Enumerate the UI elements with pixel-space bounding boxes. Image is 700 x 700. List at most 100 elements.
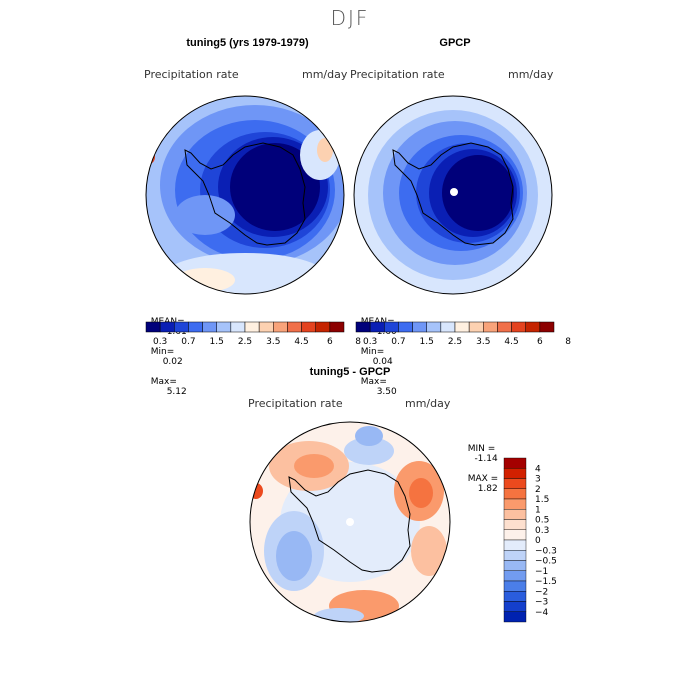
colorbar-swatch: [511, 321, 526, 333]
colorbar-tick-label: −4: [535, 608, 549, 618]
variable-label-obs: Precipitation rate: [350, 68, 445, 81]
colorbar-swatch: [503, 478, 527, 489]
colorbar-swatch: [468, 321, 484, 333]
colorbar-tick-label: −0.5: [535, 557, 557, 567]
colorbar-swatch: [503, 580, 527, 592]
colorbar-swatch: [426, 321, 442, 333]
diff-max-value: 1.82: [477, 484, 498, 494]
colorbar-swatch: [525, 321, 541, 333]
panel-title-model: tuning5 (yrs 1979-1979): [186, 37, 309, 49]
colorbar-swatch: [202, 321, 217, 333]
colorbar-tick-label: 0.3: [535, 526, 549, 536]
colorbar-tick-label: 1.5: [535, 495, 549, 505]
colorbar-swatch: [503, 611, 527, 623]
colorbar-tick-label: −3: [535, 598, 548, 608]
colorbar-swatch: [145, 321, 161, 333]
colorbar-tick-label: 1: [535, 505, 541, 515]
max-value: 5.12: [166, 387, 187, 397]
colorbar-swatch: [503, 498, 527, 510]
colorbar-tick-label: 1.5: [210, 337, 224, 347]
colorbar-swatch: [503, 570, 527, 582]
colorbar-swatch: [159, 321, 175, 333]
colorbar-tick-label: 4.5: [294, 337, 308, 347]
colorbar-swatch: [355, 321, 371, 333]
colorbar-tick-label: 3: [535, 475, 541, 485]
colorbar-swatch: [503, 509, 527, 520]
colorbar-swatch: [301, 321, 316, 333]
colorbar-tick-label: 0.5: [535, 516, 549, 526]
colorbar-tick-label: 3.5: [266, 337, 280, 347]
colorbar-tick-label: 0.7: [181, 337, 195, 347]
colorbar-swatch: [174, 321, 189, 333]
max-label: Max=: [150, 377, 177, 387]
min-value: 0.04: [372, 357, 393, 367]
colorbar-tick-label: 2.5: [448, 337, 462, 347]
colorbar-tick-label: −2: [535, 587, 548, 597]
colorbar-obs: 0.3 0.7 1.5 2.5 3.5 4.5 6 8: [355, 321, 571, 347]
diff-stats: MIN = -1.14 MAX = 1.82: [462, 434, 499, 494]
season-title: DJF: [330, 6, 370, 30]
precip-diff-map: [249, 421, 451, 623]
colorbar-tick-label: 2: [535, 485, 541, 495]
min-label: Min=: [150, 347, 175, 357]
colorbar-swatch: [216, 321, 232, 333]
colorbar-tick-label: 1.5: [420, 337, 434, 347]
colorbar-swatch: [287, 321, 302, 333]
colorbar-swatch: [497, 321, 512, 333]
colorbar-model: 0.3 0.7 1.5 2.5 3.5 4.5 6 8: [145, 321, 361, 347]
colorbar-swatch: [503, 560, 527, 571]
diff-title: tuning5 - GPCP: [309, 366, 391, 378]
colorbar-swatch: [230, 321, 246, 333]
colorbar-swatch: [503, 457, 527, 469]
diff-min-label: MIN =: [467, 444, 496, 454]
min-value: 0.02: [162, 357, 183, 367]
colorbar-swatch: [483, 321, 498, 333]
colorbar-tick-label: 4: [535, 464, 541, 474]
panel-title-obs: GPCP: [439, 37, 471, 49]
colorbar-swatch: [503, 591, 527, 602]
colorbar-swatch: [412, 321, 427, 333]
colorbar-swatch: [503, 550, 527, 561]
diff-min-value: -1.14: [474, 454, 498, 464]
colorbar-swatch: [454, 321, 470, 333]
colorbar-swatch: [503, 539, 527, 551]
colorbar-swatch: [503, 519, 527, 530]
colorbar-tick-label: 6: [327, 337, 333, 347]
colorbar-swatch: [369, 321, 385, 333]
colorbar-tick-label: −1.5: [535, 577, 557, 587]
precip-map-obs: [353, 95, 553, 295]
colorbar-tick-label: 0: [535, 536, 541, 546]
diff-units-label: mm/day: [405, 397, 451, 410]
units-label-obs: mm/day: [508, 68, 554, 81]
colorbar-swatch: [503, 488, 527, 500]
colorbar-tick-label: 6: [537, 337, 543, 347]
colorbar-swatch: [244, 321, 260, 333]
colorbar-tick-label: 8: [355, 337, 361, 347]
units-label-model: mm/day: [302, 68, 348, 81]
colorbar-swatch: [503, 601, 527, 612]
variable-label-model: Precipitation rate: [144, 68, 239, 81]
colorbar-swatch: [315, 321, 331, 333]
colorbar-tick-label: 0.3: [153, 337, 167, 347]
colorbar-swatch: [273, 321, 288, 333]
colorbar-swatch: [258, 321, 274, 333]
colorbar-swatch: [398, 321, 413, 333]
colorbar-swatch: [503, 529, 527, 541]
colorbar-swatch: [329, 321, 345, 333]
diff-max-label: MAX =: [467, 474, 499, 484]
precip-map-model: [145, 95, 345, 295]
min-label: Min=: [360, 347, 385, 357]
diff-variable-label: Precipitation rate: [248, 397, 343, 410]
colorbar-swatch: [384, 321, 399, 333]
colorbar-tick-label: 4.5: [504, 337, 518, 347]
colorbar-swatch: [539, 321, 555, 333]
colorbar-swatch: [440, 321, 456, 333]
colorbar-swatch: [188, 321, 203, 333]
colorbar-tick-label: 0.3: [363, 337, 377, 347]
colorbar-tick-label: −1: [535, 567, 548, 577]
colorbar-tick-label: 8: [565, 337, 571, 347]
colorbar-tick-label: 3.5: [476, 337, 490, 347]
max-value: 3.50: [376, 387, 397, 397]
colorbar-tick-label: −0.3: [535, 546, 557, 556]
